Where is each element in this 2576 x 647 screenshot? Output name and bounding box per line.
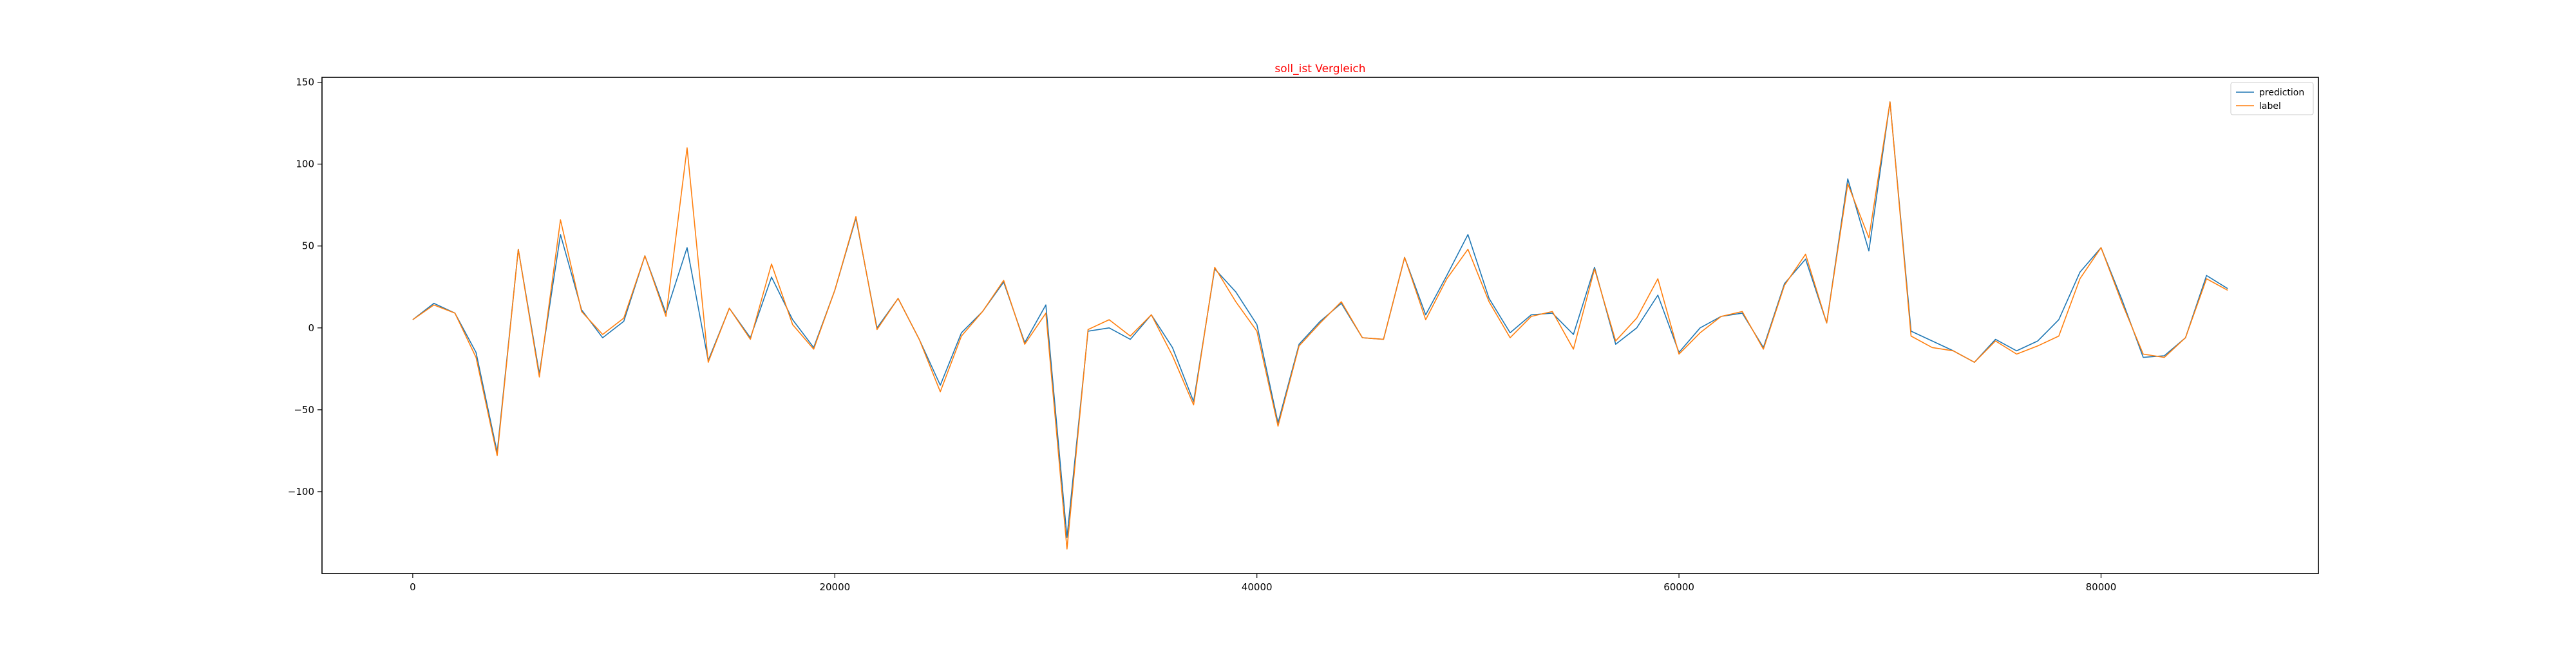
legend-box: [2230, 82, 2314, 115]
x-axis: 0 20000 40000 60000 80000: [410, 574, 2116, 593]
plot-frame: [321, 77, 2319, 574]
legend: prediction label: [2230, 82, 2314, 115]
y-tick-label: 100: [296, 159, 314, 170]
y-tick-label: 0: [308, 322, 314, 334]
y-tick-label: −100: [288, 486, 314, 497]
x-tick-label: 0: [410, 581, 416, 593]
x-tick-label: 20000: [819, 581, 850, 593]
y-tick-label: −50: [294, 404, 314, 416]
y-axis: −100 −50 0 50 100 150: [288, 77, 322, 497]
x-tick-label: 40000: [1242, 581, 1273, 593]
chart-title: soll_ist Vergleich: [1274, 63, 1365, 75]
x-tick-label: 80000: [2086, 581, 2117, 593]
plot-background: [321, 77, 2319, 574]
series-line-label: [412, 101, 2228, 550]
x-tick-label: 60000: [1663, 581, 1694, 593]
y-tick-label: 50: [302, 240, 314, 252]
series-layer: [412, 101, 2228, 550]
y-tick-label: 150: [296, 77, 314, 88]
legend-label-label: label: [2259, 101, 2281, 111]
legend-label-prediction: prediction: [2259, 88, 2304, 98]
